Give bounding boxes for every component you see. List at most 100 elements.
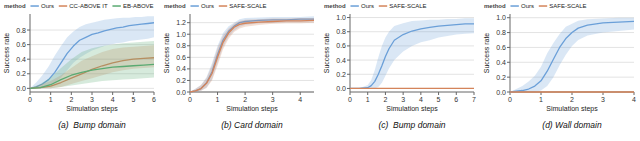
x-tick-label: 1 [539, 96, 543, 103]
y-tick-label: 0.2 [16, 70, 26, 77]
y-tick-label: 0.8 [16, 27, 26, 34]
figure: 0.0 0.2 0.4 0.6 0.8 0 1 2 3 4 5 6 Simulation steps Su… [0, 0, 640, 141]
legend-label: SAFE-SCALE [549, 3, 586, 9]
y-tick-label: 0.0 [16, 85, 26, 92]
legend-swatch [190, 5, 198, 7]
y-tick [347, 74, 350, 75]
legend-label: Ours [41, 3, 54, 9]
x-tick [385, 92, 386, 95]
y-tick-label: 0.2 [176, 77, 186, 84]
grid-line [190, 92, 314, 93]
x-tick-label: 3 [401, 96, 405, 103]
line [30, 23, 154, 89]
grid-line [350, 88, 474, 89]
y-axis-line [30, 14, 31, 92]
y-tick [347, 60, 350, 61]
y-tick-label: 0.8 [176, 42, 186, 49]
legend-swatch [30, 5, 38, 7]
band [190, 18, 314, 92]
grid-line [190, 68, 314, 69]
y-axis-label: Success rate [323, 33, 330, 74]
grid-line [350, 60, 474, 61]
legend-label: CC-ABOVE IT [69, 3, 108, 9]
legend: methodOursSAFE-SCALE [164, 3, 267, 9]
legend-swatch [219, 5, 227, 7]
y-tick [27, 59, 30, 60]
legend-swatch [350, 5, 358, 7]
legend-title: method [4, 3, 26, 9]
x-tick-label: 2 [243, 96, 247, 103]
grid-line [510, 77, 634, 78]
caption: (a) Bump domain [58, 120, 126, 130]
y-tick [507, 17, 510, 18]
plot-data [350, 18, 474, 88]
x-tick-label: 1 [49, 96, 53, 103]
legend-label: Ours [521, 3, 534, 9]
band [510, 92, 634, 93]
grid-line [350, 17, 474, 18]
legend: method Ours SAFE-SCALE [484, 3, 587, 9]
grid-line [350, 74, 474, 75]
y-tick [187, 22, 190, 23]
line [190, 20, 314, 92]
x-tick-label: 4 [111, 96, 115, 103]
caption: (d) Wall domain [542, 120, 602, 130]
y-tick-label: 0.6 [16, 41, 26, 48]
y-tick-label: 0.6 [176, 54, 186, 61]
line [350, 24, 474, 89]
y-tick [187, 80, 190, 81]
line [350, 88, 474, 89]
x-tick [456, 92, 457, 95]
y-tick-label: 0.0 [336, 85, 346, 92]
x-tick-label: 2 [383, 96, 387, 103]
x-tick-label: 0 [188, 96, 192, 103]
legend-title: method [324, 3, 346, 9]
x-axis-line [350, 92, 474, 93]
band [190, 16, 314, 92]
x-tick-label: 6 [152, 96, 156, 103]
caption: (b) Card domain [221, 120, 283, 130]
panel: 0.00.20.40.60.81.01.201234Simulation ste… [163, 3, 314, 130]
grid-line [190, 34, 314, 35]
line [510, 91, 634, 92]
y-tick [27, 88, 30, 89]
x-tick [30, 92, 31, 95]
grid-line [510, 62, 634, 63]
legend: methodOursCC-ABOVE ITEB-ABOVE [4, 3, 154, 9]
plot-data [30, 16, 154, 88]
legend-swatch [510, 5, 518, 7]
y-tick-label: 0.8 [496, 29, 506, 36]
x-tick [133, 92, 134, 95]
legend-title: method [484, 3, 506, 9]
y-tick-label: 0.2 [496, 74, 506, 81]
y-tick [507, 32, 510, 33]
x-tick-label: 6 [454, 96, 458, 103]
grid-line [510, 47, 634, 48]
x-tick-label: 0 [348, 96, 352, 103]
legend-label: Ours [201, 3, 214, 9]
x-tick [420, 92, 421, 95]
y-tick [507, 77, 510, 78]
x-tick-label: 3 [271, 96, 275, 103]
x-tick [217, 92, 218, 95]
x-tick [403, 92, 404, 95]
legend-label: SAFE-SCALE [389, 3, 426, 9]
x-tick-label: 1 [366, 96, 370, 103]
band [350, 88, 474, 89]
panel: 0.00.20.40.60.80123456Simulation stepsSu… [3, 3, 156, 130]
y-axis-label: Success rate [483, 33, 490, 74]
x-tick-label: 2 [69, 96, 73, 103]
x-tick [245, 92, 246, 95]
y-tick-label: 0.4 [496, 59, 506, 66]
y-axis-line [510, 14, 511, 92]
panel: 0.00.20.40.60.81.001234Simulation stepsS… [483, 3, 636, 130]
x-tick-label: 1 [216, 96, 220, 103]
x-tick-label: 5 [131, 96, 135, 103]
y-tick [187, 68, 190, 69]
legend-swatch [59, 5, 67, 7]
y-tick-label: 0.4 [16, 56, 26, 63]
x-axis-label: Simulation steps [546, 105, 598, 113]
grid-line [190, 45, 314, 46]
x-tick-label: 5 [437, 96, 441, 103]
y-tick [347, 45, 350, 46]
